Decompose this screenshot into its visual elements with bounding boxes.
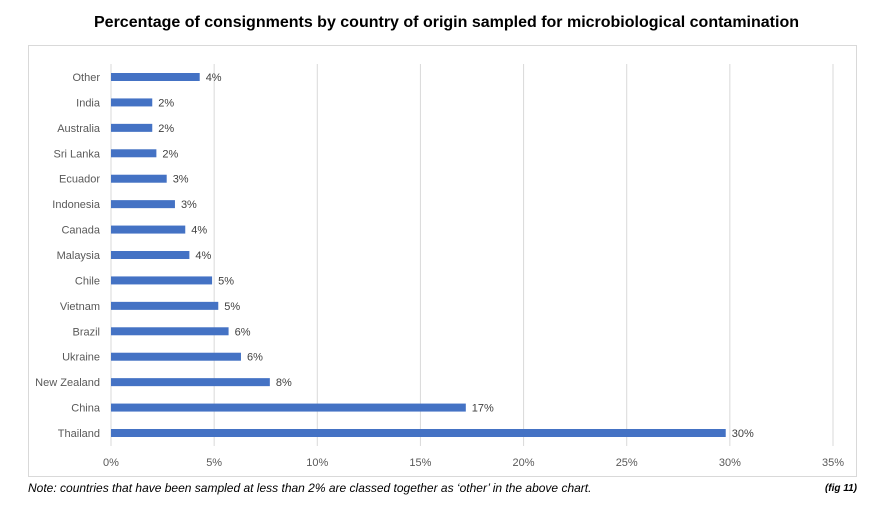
data-label: 6% bbox=[247, 352, 263, 364]
data-label: 2% bbox=[162, 148, 178, 160]
x-tick-label: 0% bbox=[103, 457, 119, 469]
x-tick-label: 20% bbox=[513, 457, 535, 469]
data-label: 4% bbox=[191, 225, 207, 237]
y-category-label: Ukraine bbox=[62, 352, 100, 364]
data-label: 5% bbox=[218, 275, 234, 287]
y-category-label: Malaysia bbox=[57, 250, 101, 262]
y-category-label: Vietnam bbox=[60, 301, 100, 313]
x-tick-label: 25% bbox=[616, 457, 638, 469]
bar-thailand bbox=[111, 429, 726, 437]
bar-ecuador bbox=[111, 174, 167, 183]
data-label: 3% bbox=[181, 199, 197, 211]
bar-canada bbox=[111, 225, 186, 234]
data-label: 6% bbox=[235, 326, 251, 338]
y-category-label: Ecuador bbox=[59, 174, 100, 186]
bar-other bbox=[111, 73, 200, 81]
data-label: 2% bbox=[158, 123, 174, 135]
y-category-label: New Zealand bbox=[35, 377, 100, 389]
x-tick-label: 15% bbox=[409, 457, 431, 469]
data-label: 4% bbox=[206, 72, 222, 84]
x-tick-label: 30% bbox=[719, 457, 741, 469]
data-label: 30% bbox=[732, 428, 754, 440]
data-label: 17% bbox=[472, 403, 494, 415]
x-tick-label: 10% bbox=[306, 457, 328, 469]
chart-note: Note: countries that have been sampled a… bbox=[28, 481, 592, 495]
y-category-label: China bbox=[71, 403, 101, 415]
chart-frame bbox=[28, 45, 857, 477]
x-tick-label: 5% bbox=[206, 457, 222, 469]
y-category-label: Brazil bbox=[72, 326, 100, 338]
bar-chile bbox=[111, 276, 213, 285]
y-category-label: Canada bbox=[61, 225, 100, 237]
data-label: 5% bbox=[224, 301, 240, 313]
x-tick-label: 35% bbox=[822, 457, 844, 469]
y-category-label: Sri Lanka bbox=[54, 148, 101, 160]
chart-title: Percentage of consignments by country of… bbox=[94, 14, 799, 31]
y-category-label: Indonesia bbox=[52, 199, 101, 211]
bar-new-zealand bbox=[111, 378, 270, 387]
y-category-label: Thailand bbox=[58, 428, 100, 440]
y-category-label: Australia bbox=[57, 123, 101, 135]
bar-brazil bbox=[111, 327, 229, 336]
bar-india bbox=[111, 98, 153, 107]
data-label: 4% bbox=[195, 250, 211, 262]
bar-indonesia bbox=[111, 200, 175, 209]
y-category-label: Chile bbox=[75, 275, 100, 287]
bar-ukraine bbox=[111, 352, 241, 361]
bar-australia bbox=[111, 123, 153, 132]
bar-sri-lanka bbox=[111, 149, 157, 158]
data-label: 2% bbox=[158, 97, 174, 109]
data-label: 3% bbox=[173, 174, 189, 186]
bar-china bbox=[111, 403, 466, 412]
y-category-label: India bbox=[76, 97, 101, 109]
bar-malaysia bbox=[111, 251, 190, 259]
figure-label: (fig 11) bbox=[824, 483, 857, 494]
bar-vietnam bbox=[111, 301, 219, 310]
data-label: 8% bbox=[276, 377, 292, 389]
y-category-label: Other bbox=[72, 72, 100, 84]
